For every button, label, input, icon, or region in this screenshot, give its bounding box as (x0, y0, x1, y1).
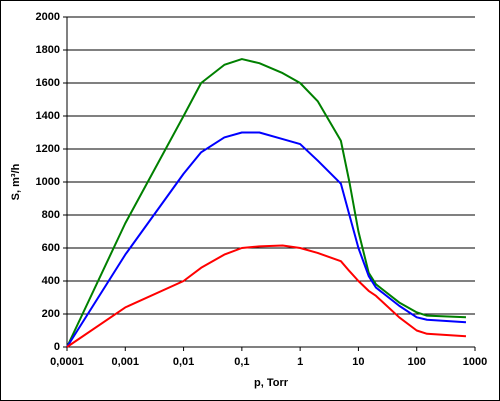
y-tick-label: 0 (54, 341, 60, 353)
y-tick-label: 800 (42, 209, 60, 221)
x-tick-label: 1000 (463, 356, 487, 368)
y-tick-label: 400 (42, 275, 60, 287)
y-tick-label: 1000 (36, 176, 60, 188)
x-tick-label: 0,1 (234, 356, 249, 368)
x-tick-label: 0,01 (173, 356, 194, 368)
line-series (66, 58, 467, 348)
x-tick-label: 100 (408, 356, 426, 368)
x-tick-label: 1 (297, 356, 303, 368)
y-tick-label: 200 (42, 308, 60, 320)
line-series (66, 131, 467, 348)
y-axis-label: S, m³/h (10, 163, 22, 200)
y-tick-label: 2000 (36, 11, 60, 23)
y-tick-label: 1600 (36, 77, 60, 89)
y-tick-label: 600 (42, 242, 60, 254)
y-tick-label: 1400 (36, 110, 60, 122)
x-tick-label: 10 (352, 356, 364, 368)
x-tick-label: 0,0001 (50, 356, 84, 368)
y-tick-label: 1800 (36, 44, 60, 56)
x-tick-label: 0,001 (112, 356, 140, 368)
y-tick-label: 1200 (36, 143, 60, 155)
line-series (66, 244, 467, 348)
x-axis-label: p, Torr (254, 377, 289, 389)
